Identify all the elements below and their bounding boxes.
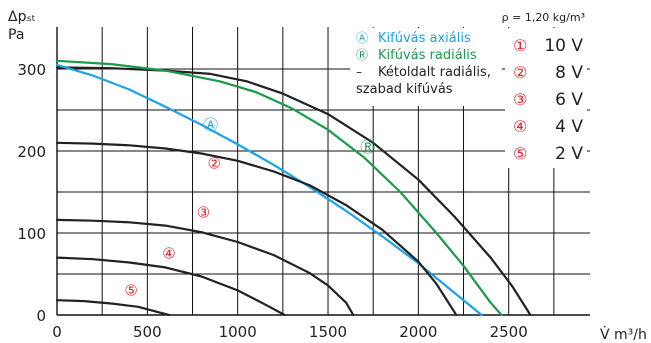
legend-label-cont: szabad kifúvás	[356, 82, 453, 97]
series-line-black-5	[55, 256, 286, 317]
voltage-legend-box	[505, 28, 587, 168]
curve-annotation: Ⓡ	[360, 138, 375, 156]
voltage-symbol: ①	[513, 36, 527, 55]
voltage-symbol: ③	[513, 90, 527, 109]
legend-label: Kifúvás axiális	[378, 31, 471, 46]
legend-label: Kétoldalt radiális,	[378, 65, 491, 80]
voltage-label: 6 V	[555, 90, 583, 110]
series-line-black-3	[55, 141, 458, 317]
annotations: Ⓐ Ⓡ ② ③ ④ ⑤	[124, 116, 375, 300]
density-note: ρ = 1,20 kg/m³	[502, 11, 585, 24]
series-line-black-4	[55, 218, 355, 317]
x-tick-label: 2500	[490, 323, 528, 341]
voltage-symbol: ④	[513, 117, 527, 136]
legend-symbol: –	[356, 65, 362, 79]
voltage-label: 2 V	[555, 144, 583, 164]
y-tick-label: 200	[17, 143, 46, 161]
series-line-black-6	[55, 299, 171, 317]
x-tick-label: 0	[52, 323, 62, 341]
legend: Ⓐ Kifúvás axiális Ⓡ Kifúvás radiális – Kétold…	[350, 28, 587, 168]
x-axis-label: V̇ m³/h	[600, 326, 647, 343]
voltage-symbol: ⑤	[513, 144, 527, 163]
curve-annotation: ⑤	[124, 281, 137, 299]
voltage-label: 4 V	[555, 117, 583, 137]
legend-symbol: Ⓐ	[356, 31, 368, 45]
voltage-label: 8 V	[555, 63, 583, 83]
y-axis-label: Δpₛₜ	[8, 9, 36, 25]
ticks: 0 500 1000 1500 2000 2500 0 100 200 300	[17, 61, 527, 341]
curve-annotation: ③	[197, 204, 210, 222]
y-tick-label: 300	[17, 61, 46, 79]
series-group	[55, 59, 532, 317]
series-line-green-1	[55, 59, 503, 317]
legend-box	[350, 28, 502, 106]
voltage-label: 10 V	[544, 36, 583, 56]
y-axis-unit: Pa	[8, 27, 24, 43]
y-tick-label: 0	[36, 307, 46, 325]
legend-label: Kifúvás radiális	[378, 48, 477, 63]
x-tick-label: 500	[133, 323, 162, 341]
x-tick-label: 2000	[399, 323, 437, 341]
y-tick-label: 100	[17, 225, 46, 243]
voltage-symbol: ②	[513, 63, 527, 82]
x-tick-label: 1000	[219, 323, 257, 341]
curve-annotation: Ⓐ	[203, 116, 218, 134]
curve-annotation: ②	[207, 154, 220, 172]
legend-symbol: Ⓡ	[356, 48, 368, 62]
curve-annotation: ④	[162, 245, 175, 263]
x-tick-label: 1500	[309, 323, 347, 341]
